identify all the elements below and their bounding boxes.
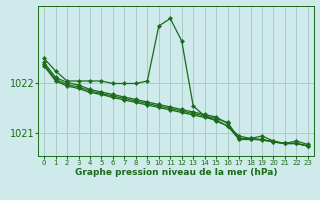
X-axis label: Graphe pression niveau de la mer (hPa): Graphe pression niveau de la mer (hPa): [75, 168, 277, 177]
